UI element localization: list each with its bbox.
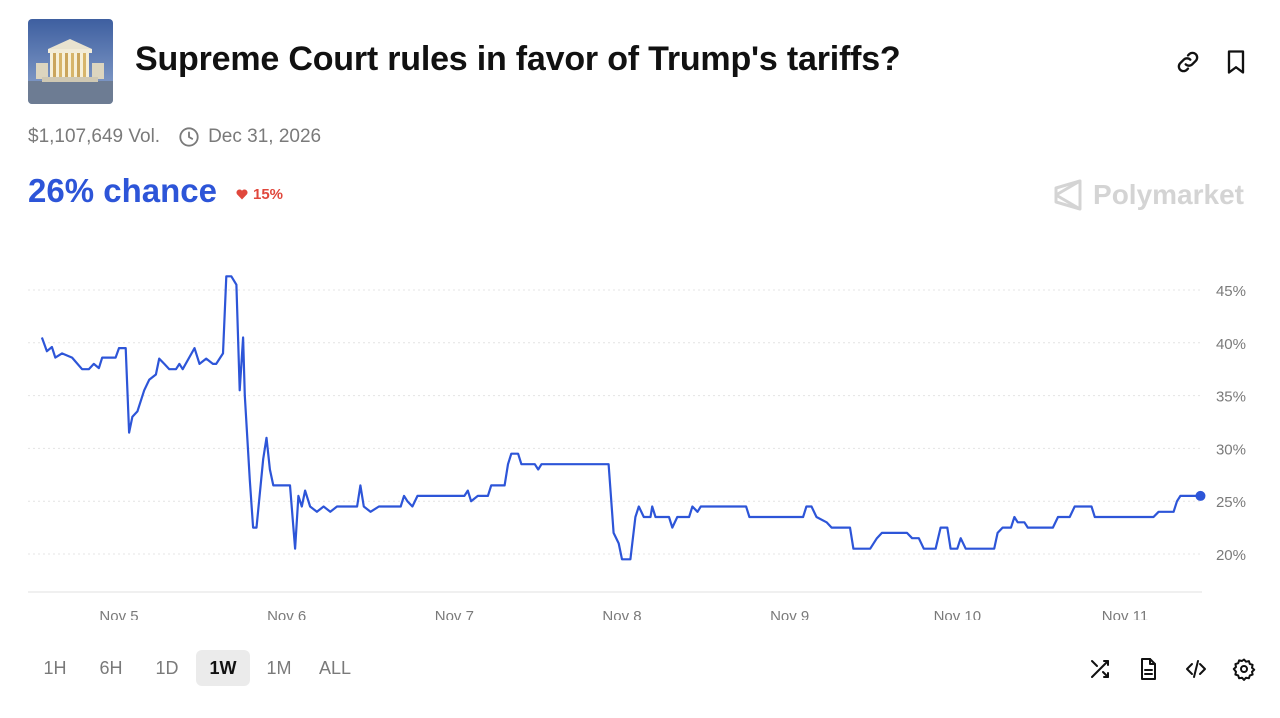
- x-tick-label: Nov 6: [267, 608, 306, 620]
- time-range-selector: 1H 6H 1D 1W 1M ALL: [28, 650, 362, 686]
- market-meta: $1,107,649 Vol. Dec 31, 2026: [28, 126, 321, 148]
- price-line: [40, 275, 1201, 561]
- x-tick-label: Nov 9: [770, 608, 809, 620]
- y-tick-label: 25%: [1216, 494, 1246, 511]
- x-tick-label: Nov 10: [934, 608, 982, 620]
- volume-text: $1,107,649 Vol.: [28, 126, 161, 147]
- market-title: Supreme Court rules in favor of Trump's …: [135, 40, 901, 78]
- link-icon[interactable]: [1174, 48, 1202, 76]
- x-tick-label: Nov 5: [99, 608, 138, 620]
- polymarket-logo-icon: [1054, 179, 1082, 211]
- x-tick-label: Nov 11: [1102, 608, 1148, 620]
- last-price-dot: [1195, 490, 1206, 501]
- range-button-1w[interactable]: 1W: [196, 650, 250, 686]
- price-chart[interactable]: 45% 40% 35% 30% 25% 20% Nov 5 Nov 6 Nov 7 Nov 8 No…: [0, 240, 1280, 620]
- chart-tools: [1086, 655, 1258, 683]
- polymarket-watermark: Polymarket: [1053, 178, 1244, 212]
- y-tick-label: 40%: [1216, 336, 1246, 353]
- x-tick-label: Nov 7: [435, 608, 474, 620]
- range-button-1m[interactable]: 1M: [266, 658, 292, 678]
- chance-value: 26% chance: [28, 172, 217, 209]
- range-button-1h[interactable]: 1H: [43, 658, 67, 678]
- bookmark-icon[interactable]: [1222, 48, 1250, 76]
- range-button-all[interactable]: ALL: [318, 658, 352, 678]
- document-icon[interactable]: [1134, 655, 1162, 683]
- supreme-court-building-icon: [28, 19, 113, 104]
- shuffle-icon[interactable]: [1086, 655, 1114, 683]
- x-tick-label: Nov 8: [602, 608, 641, 620]
- embed-code-icon[interactable]: [1182, 655, 1210, 683]
- clock-icon: [178, 126, 200, 148]
- range-button-1d[interactable]: 1D: [155, 658, 179, 678]
- y-tick-label: 30%: [1216, 441, 1246, 458]
- change-badge: 15%: [236, 186, 283, 203]
- y-tick-label: 20%: [1216, 547, 1246, 564]
- y-tick-label: 45%: [1216, 283, 1246, 300]
- brand-name: Polymarket: [1093, 179, 1244, 210]
- range-button-6h[interactable]: 6H: [99, 658, 123, 678]
- change-value: 15%: [253, 186, 284, 203]
- y-tick-label: 35%: [1216, 389, 1246, 406]
- heart-down-icon: [236, 189, 248, 200]
- settings-icon[interactable]: [1230, 655, 1258, 683]
- end-date-text: Dec 31, 2026: [208, 126, 322, 147]
- market-thumbnail: [28, 19, 113, 104]
